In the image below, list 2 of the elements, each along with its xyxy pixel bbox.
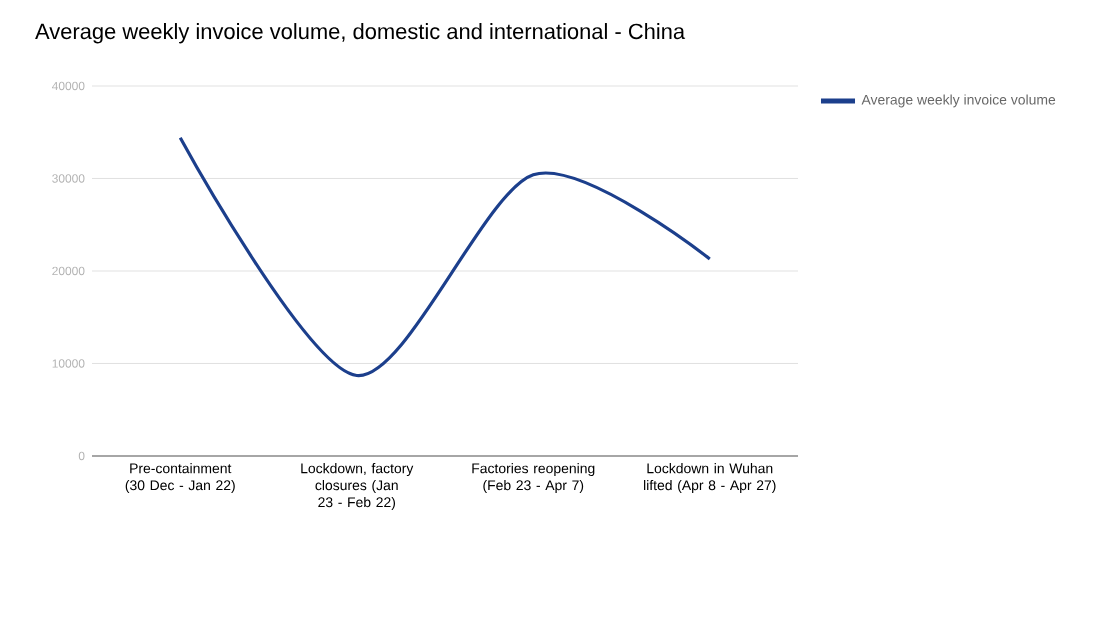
- line-series: [178, 136, 712, 378]
- chart-title: Average weekly invoice volume, domestic and international - China: [35, 23, 686, 44]
